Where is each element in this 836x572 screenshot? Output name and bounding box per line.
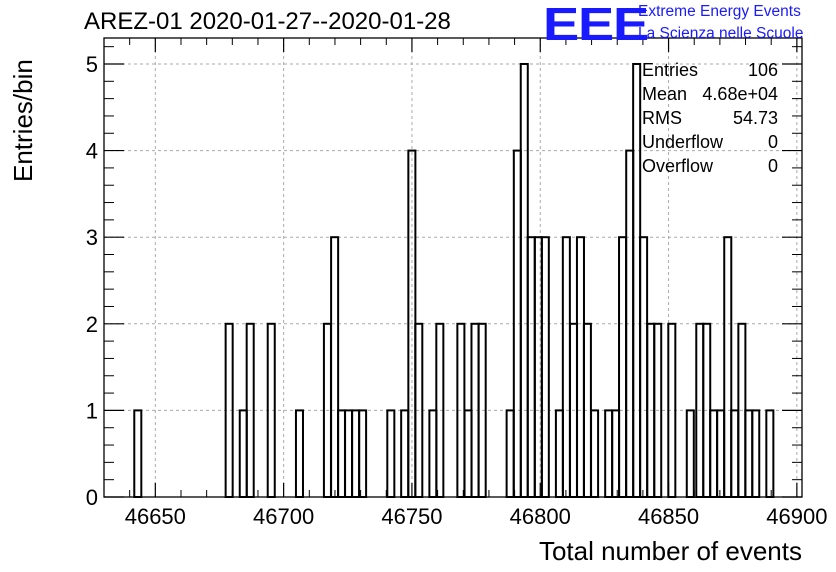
y-tick-label: 5 — [86, 52, 98, 77]
logo-subtitle-2: La Scienza nelle Scuole — [638, 25, 804, 42]
x-tick-label: 46800 — [510, 504, 571, 529]
histogram-bar — [386, 409, 396, 499]
x-tick-label: 46900 — [766, 504, 827, 529]
stats-value: 0 — [767, 156, 778, 176]
stats-box: Entries 106 Mean 4.68e+04 RMS 54.73 Underfl… — [642, 58, 778, 178]
stats-row-entries: Entries 106 — [642, 58, 778, 82]
stats-value: 106 — [747, 60, 778, 80]
y-tick-label: 0 — [86, 485, 98, 510]
histogram-bar — [400, 409, 410, 499]
logo-subtitle-1: Extreme Energy Events — [638, 3, 801, 20]
plot-frame — [103, 37, 803, 498]
stats-row-overflow: Overflow 0 — [642, 154, 778, 178]
stats-value: 0 — [767, 132, 778, 152]
chart-title: AREZ-01 2020-01-27--2020-01-28 — [84, 8, 451, 35]
x-tick-label: 46750 — [381, 504, 442, 529]
x-tick-label: 46650 — [125, 504, 186, 529]
stats-value: 54.73 — [732, 108, 778, 128]
y-tick-label: 3 — [86, 225, 98, 250]
eee-logo: EEE — [543, 0, 649, 50]
histogram-bar — [685, 409, 695, 499]
x-tick-label: 46850 — [638, 504, 699, 529]
y-tick-label: 2 — [86, 312, 98, 337]
stats-label: Mean — [642, 84, 688, 104]
stats-label: RMS — [642, 108, 682, 128]
stats-label: Entries — [642, 60, 699, 80]
y-tick-label: 4 — [86, 139, 98, 164]
stats-row-underflow: Underflow 0 — [642, 130, 778, 154]
histogram-bar — [133, 409, 143, 499]
stats-label: Overflow — [642, 156, 714, 176]
x-tick-label: 46700 — [253, 504, 314, 529]
histogram-bar — [765, 409, 775, 499]
histogram-bar — [505, 409, 515, 499]
stats-label: Underflow — [642, 132, 724, 152]
y-axis-label: Entries/bin — [8, 59, 38, 182]
x-axis-label: Total number of events — [538, 536, 802, 566]
histogram-bar — [294, 409, 304, 499]
stats-row-rms: RMS 54.73 — [642, 106, 778, 130]
stats-row-mean: Mean 4.68e+04 — [642, 82, 778, 106]
stats-value: 4.68e+04 — [702, 84, 778, 104]
y-tick-label: 1 — [86, 398, 98, 423]
histogram-bar — [590, 409, 600, 499]
